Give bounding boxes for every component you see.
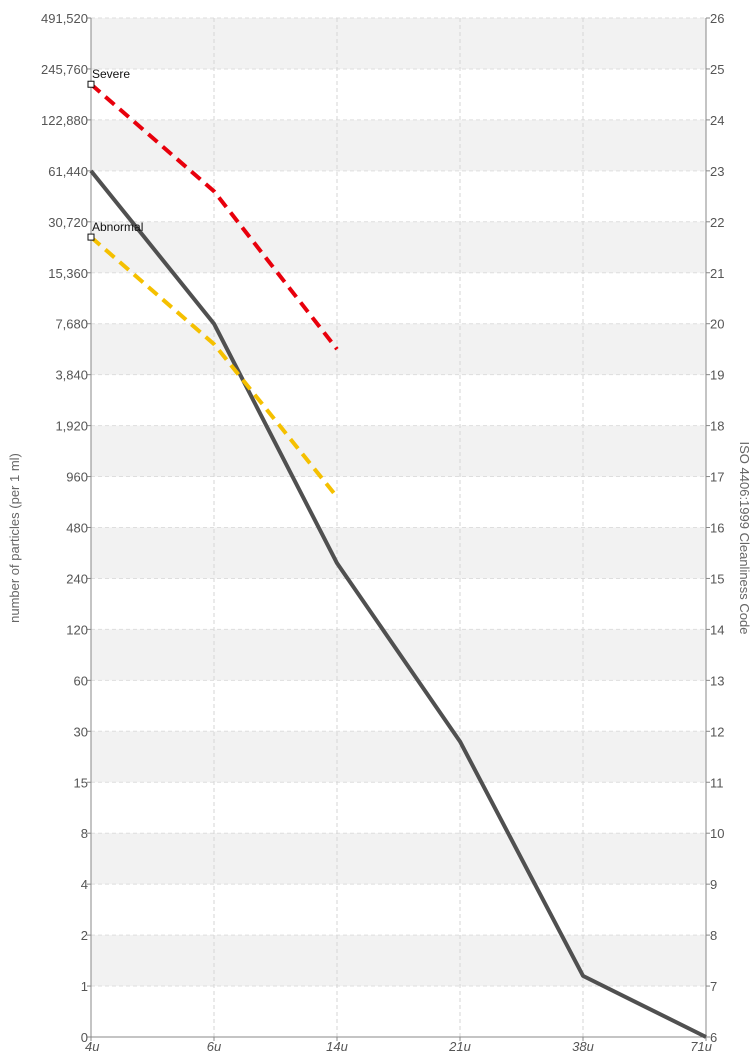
left-tick-label: 1,920 (55, 419, 88, 434)
right-tick-label: 15 (710, 571, 724, 586)
left-tick-label: 3,840 (55, 368, 88, 383)
right-tick-label: 12 (710, 724, 724, 739)
right-tick-label: 19 (710, 368, 724, 383)
band (91, 527, 706, 579)
band (91, 425, 706, 477)
right-tick-label: 25 (710, 62, 724, 77)
left-tick-label: 15,360 (48, 266, 88, 281)
x-tick-label: 6u (207, 1039, 221, 1052)
band (91, 221, 706, 273)
right-tick-label: 9 (710, 877, 717, 892)
left-tick-label: 15 (74, 775, 88, 790)
right-axis-ticks: 6 7 8 9 10 11 12 13 14 15 16 17 18 19 20 21 22 23 24 25 26 (706, 11, 724, 1045)
annotation-marker (87, 80, 95, 88)
right-tick-label: 7 (710, 979, 717, 994)
band (91, 18, 706, 69)
right-tick-label: 21 (710, 266, 724, 281)
left-tick-label: 30 (74, 724, 88, 739)
left-tick-label: 240 (66, 571, 88, 586)
annotations: Severe Abnormal (87, 67, 143, 241)
left-tick-label: 960 (66, 470, 88, 485)
right-tick-label: 16 (710, 521, 724, 536)
right-tick-label: 14 (710, 622, 724, 637)
x-tick-label: 38u (572, 1039, 594, 1052)
right-tick-label: 22 (710, 215, 724, 230)
right-tick-label: 6 (710, 1030, 717, 1045)
y-axis-right-title: ISO 4406:1999 Cleanliness Code (737, 442, 752, 635)
right-tick-label: 20 (710, 317, 724, 332)
annotation-marker (87, 233, 95, 241)
left-tick-label: 0 (81, 1030, 88, 1045)
left-tick-label: 122,880 (41, 113, 88, 128)
left-tick-label: 491,520 (41, 11, 88, 26)
right-tick-label: 17 (710, 470, 724, 485)
band (91, 323, 706, 375)
left-tick-label: 7,680 (55, 317, 88, 332)
right-tick-label: 26 (710, 11, 724, 26)
band (91, 119, 706, 171)
left-tick-label: 4 (81, 877, 88, 892)
annotation-label: Abnormal (92, 220, 143, 234)
left-tick-label: 480 (66, 521, 88, 536)
band (91, 833, 706, 885)
band (91, 935, 706, 987)
series-line-1 (89, 82, 339, 351)
x-axis-ticks: 4u 6u 14u 21u 38u 71u (85, 1037, 712, 1052)
right-tick-label: 11 (710, 775, 724, 790)
series-line-2 (89, 235, 339, 499)
x-tick-label: 4u (85, 1039, 99, 1052)
right-tick-label: 18 (710, 419, 724, 434)
right-tick-label: 10 (710, 826, 724, 841)
left-tick-label: 120 (66, 622, 88, 637)
band (91, 731, 706, 783)
left-tick-label: 2 (81, 928, 88, 943)
series-lines (89, 82, 707, 1039)
left-tick-label: 245,760 (41, 62, 88, 77)
right-tick-label: 24 (710, 113, 724, 128)
left-axis-ticks: 0 1 2 4 8 15 30 60 120 240 480 960 1,920 3,840 7,680 15… (41, 11, 91, 1045)
left-tick-label: 30,720 (48, 215, 88, 230)
annotation-label: Severe (92, 67, 130, 81)
x-tick-label: 21u (448, 1039, 471, 1052)
series-line-0 (89, 169, 707, 1039)
left-tick-label: 1 (81, 979, 88, 994)
left-tick-label: 60 (74, 673, 88, 688)
x-tick-label: 14u (326, 1039, 348, 1052)
right-tick-label: 13 (710, 673, 724, 688)
y-axis-title: number of particles (per 1 ml) (7, 453, 22, 623)
alternating-bands (91, 18, 706, 987)
right-tick-label: 8 (710, 928, 717, 943)
x-tick-label: 71u (690, 1039, 712, 1052)
left-tick-label: 8 (81, 826, 88, 841)
left-tick-label: 61,440 (48, 164, 88, 179)
right-tick-label: 23 (710, 164, 724, 179)
